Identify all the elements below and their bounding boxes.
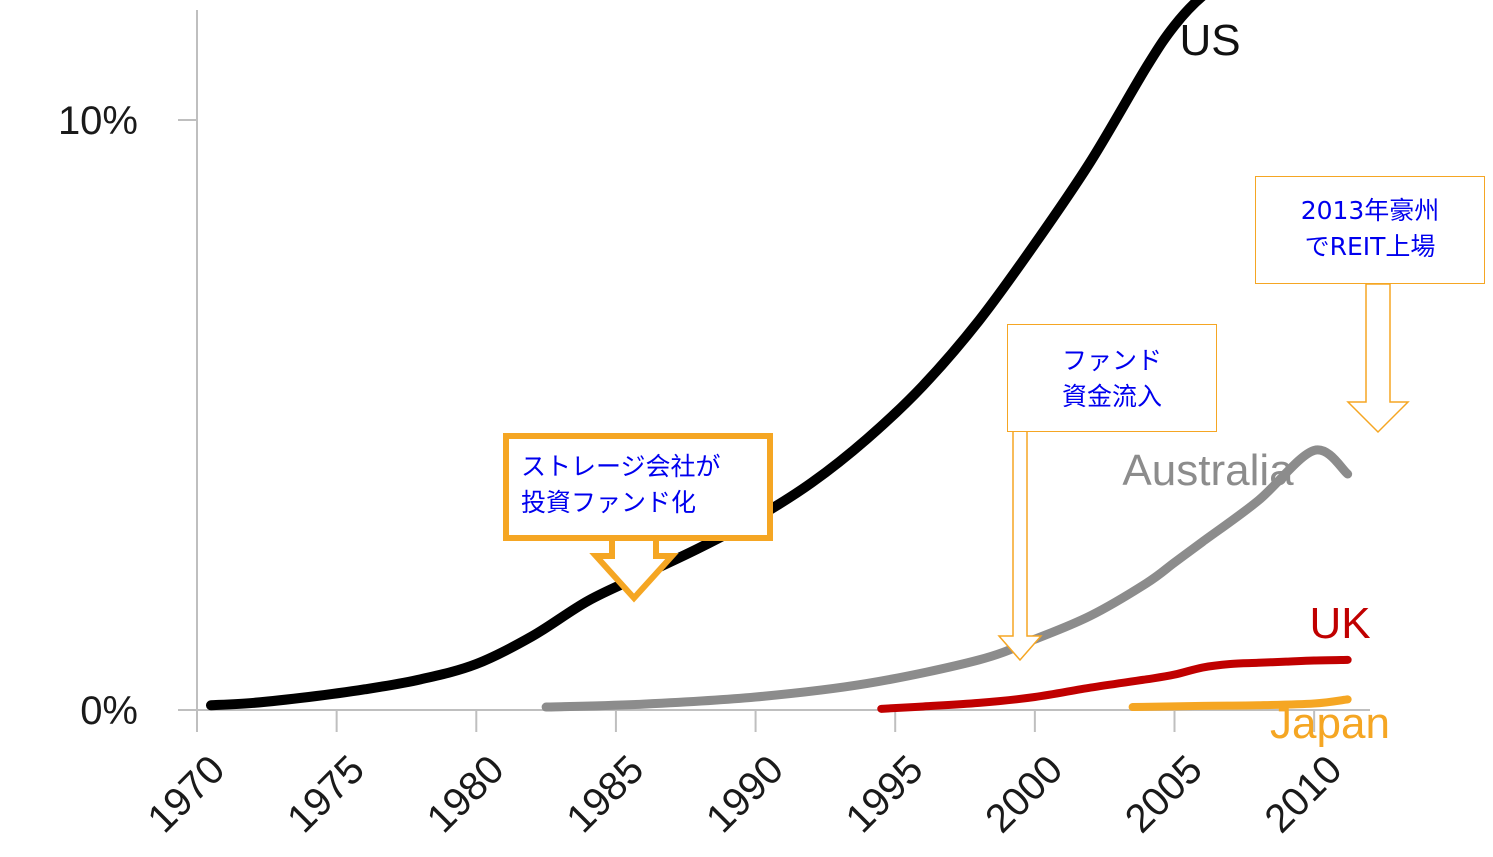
series-label-uk: UK: [1309, 599, 1370, 648]
x-tick-label-1995: 1995: [838, 747, 932, 841]
series-line-us: [205, 0, 1206, 711]
x-tick-label-1980: 1980: [419, 747, 513, 841]
series-line-australia: [541, 445, 1353, 712]
reit-callout-line-2: でREIT上場: [1304, 232, 1436, 261]
series-label-japan: Japan: [1270, 699, 1390, 748]
storage-callout: ストレージ会社が 投資ファンド化: [503, 433, 773, 541]
storage-callout-line-1: ストレージ会社が: [521, 452, 721, 481]
x-tick-label-1970: 1970: [139, 747, 233, 841]
y-tick-label-0: 0%: [80, 689, 138, 733]
x-ticks: 1970 1975 1980 1985 1990 1995 2000 2005 2010: [139, 710, 1351, 841]
fund-arrow: [997, 432, 1043, 662]
series-line-japan: [1128, 695, 1352, 712]
x-tick-label-1975: 1975: [279, 747, 373, 841]
series-label-australia: Australia: [1122, 446, 1294, 495]
reit-callout-line-1: 2013年豪州: [1300, 196, 1440, 225]
series-labels: US Australia UK Japan: [1122, 16, 1390, 748]
x-tick-label-1985: 1985: [558, 747, 652, 841]
x-tick-label-1990: 1990: [698, 747, 792, 841]
fund-callout-line-2: 資金流入: [1061, 382, 1162, 411]
y-ticks: 0% 10%: [58, 99, 138, 733]
fund-callout: ファンド 資金流入: [1007, 324, 1217, 432]
callout-arrows: [589, 283, 1410, 662]
x-tick-label-2005: 2005: [1117, 747, 1211, 841]
fund-callout-line-1: ファンド: [1061, 346, 1162, 375]
storage-callout-line-2: 投資ファンド化: [521, 488, 697, 517]
storage-callout-arrow-outline: [589, 541, 679, 603]
x-tick-label-2000: 2000: [977, 747, 1071, 841]
reit-arrow: [1346, 283, 1410, 434]
series-line-uk: [877, 655, 1352, 713]
series-label-us: US: [1179, 16, 1240, 65]
series-lines: [205, 0, 1353, 713]
reit-callout: 2013年豪州 でREIT上場: [1255, 176, 1485, 284]
y-tick-label-10: 10%: [58, 99, 138, 143]
x-tick-label-2010: 2010: [1256, 747, 1350, 841]
